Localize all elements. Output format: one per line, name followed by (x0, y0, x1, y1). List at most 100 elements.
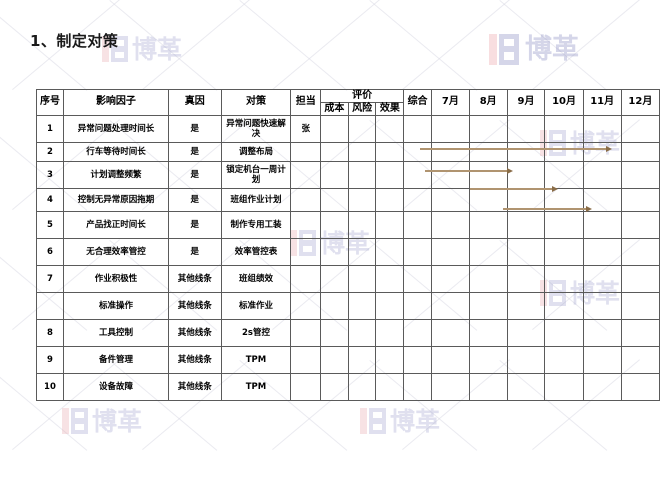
gantt-cell-12[interactable] (620, 237, 660, 266)
table-row[interactable]: 1 异常问题处理时间长 是 异常问题快速解决 张 (36, 114, 660, 143)
gantt-cell-11[interactable] (582, 372, 622, 401)
watermark-text: 博革 (132, 34, 183, 64)
gantt-cell-10[interactable] (544, 160, 584, 189)
gantt-cell-9[interactable] (506, 318, 546, 347)
cell-seq (36, 291, 64, 320)
gantt-cell-10[interactable] (544, 141, 584, 162)
cell-cost (320, 210, 349, 239)
gantt-cell-9[interactable] (506, 345, 546, 374)
gantt-cell-9[interactable] (506, 187, 546, 212)
table-row[interactable]: 标准操作 其他线条 标准作业 (36, 291, 660, 320)
cell-risk (347, 160, 377, 189)
cell-measure: 制作专用工装 (220, 210, 292, 239)
cell-seq: 7 (36, 264, 64, 293)
gantt-cell-10[interactable] (544, 187, 584, 212)
gantt-cell-9[interactable] (506, 372, 546, 401)
gantt-cell-12[interactable] (620, 141, 660, 162)
gantt-cell-8[interactable] (468, 318, 508, 347)
gantt-cell-12[interactable] (620, 264, 660, 293)
gantt-cell-7[interactable] (430, 345, 470, 374)
gantt-cell-8[interactable] (468, 291, 508, 320)
table-row[interactable]: 9 备件管理 其他线条 TPM (36, 345, 660, 374)
gantt-cell-11[interactable] (582, 318, 622, 347)
gantt-cell-8[interactable] (468, 372, 508, 401)
gantt-cell-11[interactable] (582, 291, 622, 320)
cell-cost (320, 237, 349, 266)
gantt-cell-7[interactable] (430, 160, 470, 189)
cell-effect (375, 372, 405, 401)
table-row[interactable]: 6 无合理效率管控 是 效率管控表 (36, 237, 660, 266)
table-row[interactable]: 7 作业积极性 其他线条 班组绩效 (36, 264, 660, 293)
cell-effect (375, 160, 405, 189)
gantt-cell-8[interactable] (468, 141, 508, 162)
gantt-cell-11[interactable] (582, 160, 622, 189)
table-row[interactable]: 5 产品找正时间长 是 制作专用工装 (36, 210, 660, 239)
cell-factor: 控制无异常原因拖期 (62, 187, 169, 212)
gantt-cell-9[interactable] (506, 291, 546, 320)
table-header-row-2: 成本 风险 效果 (37, 101, 660, 116)
gantt-cell-10[interactable] (544, 345, 584, 374)
gantt-cell-9[interactable] (506, 210, 546, 239)
gantt-cell-11[interactable] (582, 264, 622, 293)
gantt-cell-10[interactable] (544, 291, 584, 320)
gantt-cell-8[interactable] (468, 160, 508, 189)
cell-cause: 其他线条 (167, 318, 222, 347)
gantt-cell-12[interactable] (620, 210, 660, 239)
gantt-cell-8[interactable] (468, 187, 508, 212)
gantt-cell-8[interactable] (468, 237, 508, 266)
table-row[interactable]: 4 控制无异常原因拖期 是 班组作业计划 (36, 187, 660, 212)
cell-owner: 张 (290, 114, 322, 143)
gantt-cell-10[interactable] (544, 264, 584, 293)
gantt-cell-7[interactable] (430, 372, 470, 401)
gantt-cell-10[interactable] (544, 237, 584, 266)
gantt-cell-7[interactable] (430, 114, 470, 143)
gantt-cell-10[interactable] (544, 318, 584, 347)
col-header-cause: 真因 (167, 89, 222, 116)
gantt-cell-10[interactable] (544, 372, 584, 401)
table-row[interactable]: 2 行车等待时间长 是 调整布局 (36, 141, 660, 162)
gantt-cell-7[interactable] (430, 291, 470, 320)
cell-cost (320, 160, 349, 189)
gantt-cell-8[interactable] (468, 114, 508, 143)
cell-effect (375, 291, 405, 320)
gantt-cell-7[interactable] (430, 141, 470, 162)
col-header-month-10: 10月 (544, 89, 584, 116)
gantt-cell-11[interactable] (582, 141, 622, 162)
col-header-owner: 担当 (290, 89, 322, 116)
gantt-cell-12[interactable] (620, 160, 660, 189)
table-row[interactable]: 10 设备故障 其他线条 TPM (36, 372, 660, 401)
gantt-cell-12[interactable] (620, 291, 660, 320)
table-row[interactable]: 3 计划调整频繁 是 锁定机台一周计划 (36, 160, 660, 189)
gantt-cell-12[interactable] (620, 114, 660, 143)
gantt-cell-8[interactable] (468, 345, 508, 374)
gantt-cell-7[interactable] (430, 187, 470, 212)
gantt-cell-12[interactable] (620, 187, 660, 212)
gantt-cell-9[interactable] (506, 114, 546, 143)
cell-seq: 1 (36, 114, 64, 143)
gantt-cell-11[interactable] (582, 210, 622, 239)
gantt-cell-9[interactable] (506, 160, 546, 189)
gantt-cell-10[interactable] (544, 114, 584, 143)
gantt-cell-7[interactable] (430, 210, 470, 239)
gantt-cell-7[interactable] (430, 264, 470, 293)
cell-cause: 其他线条 (167, 372, 222, 401)
gantt-cell-11[interactable] (582, 237, 622, 266)
brand-logo: 博革 (489, 34, 579, 65)
gantt-cell-7[interactable] (430, 237, 470, 266)
cell-effect (375, 210, 405, 239)
gantt-cell-11[interactable] (582, 345, 622, 374)
gantt-cell-7[interactable] (430, 318, 470, 347)
table-row[interactable]: 8 工具控制 其他线条 2s管控 (36, 318, 660, 347)
gantt-cell-11[interactable] (582, 187, 622, 212)
gantt-cell-8[interactable] (468, 210, 508, 239)
cell-overall (403, 318, 432, 347)
gantt-cell-12[interactable] (620, 372, 660, 401)
gantt-cell-9[interactable] (506, 237, 546, 266)
gantt-cell-9[interactable] (506, 141, 546, 162)
gantt-cell-11[interactable] (582, 114, 622, 143)
gantt-cell-8[interactable] (468, 264, 508, 293)
gantt-cell-9[interactable] (506, 264, 546, 293)
gantt-cell-12[interactable] (620, 345, 660, 374)
gantt-cell-10[interactable] (544, 210, 584, 239)
gantt-cell-12[interactable] (620, 318, 660, 347)
